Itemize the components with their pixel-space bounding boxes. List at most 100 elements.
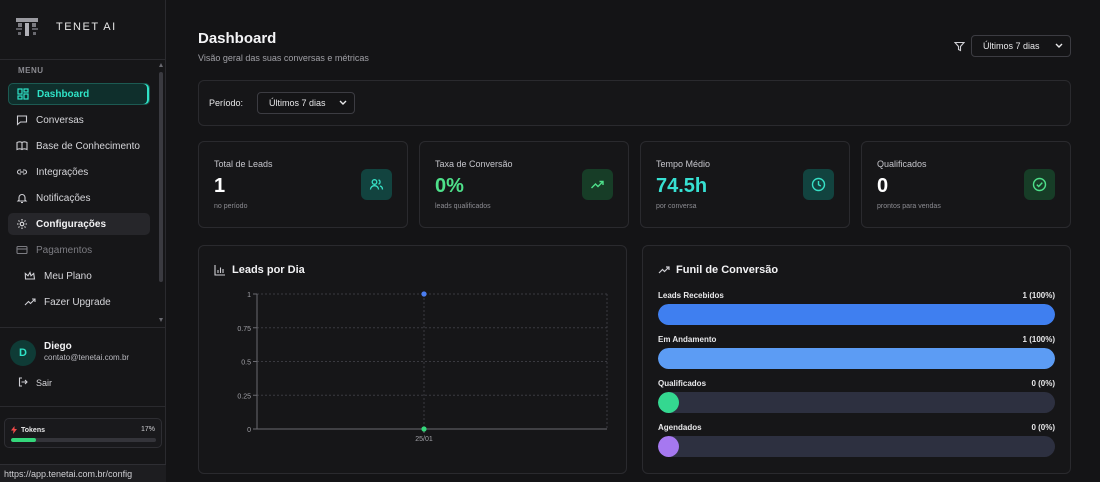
tokens-label: Tokens — [21, 426, 45, 434]
scroll-up-icon[interactable] — [159, 63, 163, 67]
menu-label: MENU — [18, 66, 44, 75]
y-tick-label: 0.5 — [241, 360, 251, 367]
stat-title: Total de Leads — [214, 159, 273, 169]
tokens-percent: 17% — [140, 426, 155, 433]
stat-badge — [1024, 169, 1055, 200]
leads-chart: 1 0.75 0.5 0.25 0 25/01 — [237, 291, 608, 443]
stat-badge — [803, 169, 834, 200]
sidebar-item-conversas[interactable]: Conversas — [8, 109, 150, 131]
stat-value: 74.5h — [656, 175, 708, 197]
brand[interactable]: TENET AI — [14, 14, 117, 40]
sidebar-item-pagamentos[interactable]: Pagamentos — [8, 239, 150, 261]
funnel-fill — [658, 392, 679, 413]
sidebar: TENET AI MENU Dashboard Conversas — [0, 0, 166, 482]
funnel-title-text: Funil de Conversão — [676, 264, 779, 276]
stat-title: Taxa de Conversão — [435, 159, 513, 169]
stat-value: 0% — [435, 175, 464, 197]
stat-value: 1 — [214, 175, 226, 197]
sidebar-item-dashboard[interactable]: Dashboard — [8, 83, 150, 105]
trend-up-icon — [658, 264, 670, 276]
x-tick-label: 25/01 — [415, 436, 433, 443]
funnel-label: Agendados — [658, 423, 702, 432]
funnel-title: Funil de Conversão — [658, 264, 778, 276]
stat-subtitle: por conversa — [656, 203, 697, 210]
funnel-value: 1 (100%) — [1022, 291, 1055, 300]
trend-up-icon — [590, 177, 605, 192]
link-icon — [16, 166, 28, 178]
logout-button[interactable]: Sair — [18, 377, 52, 389]
card-icon — [16, 244, 28, 256]
stat-title: Tempo Médio — [656, 159, 711, 169]
chart-title-text: Leads por Dia — [232, 264, 305, 276]
dashboard-icon — [17, 88, 29, 100]
book-icon — [16, 140, 28, 152]
date-range-value: Últimos 7 dias — [983, 41, 1040, 51]
stat-card-tempo-medio: Tempo Médio 74.5h por conversa — [640, 141, 850, 228]
stat-badge — [582, 169, 613, 200]
sidebar-scrollbar[interactable] — [159, 62, 164, 324]
y-tick-label: 1 — [247, 292, 251, 299]
chevron-down-icon — [339, 98, 347, 108]
sidebar-item-notificacoes[interactable]: Notificações — [8, 187, 150, 209]
tokens-label-wrap: Tokens — [11, 426, 45, 434]
stat-card-taxa-conversao: Taxa de Conversão 0% leads qualificados — [419, 141, 629, 228]
tokens-progress-fill — [11, 438, 36, 442]
date-range-select[interactable]: Últimos 7 dias — [971, 35, 1071, 57]
y-tick-label: 0.25 — [237, 393, 251, 400]
sidebar-item-fazer-upgrade[interactable]: Fazer Upgrade — [8, 291, 150, 313]
funnel-track — [658, 304, 1055, 325]
sidebar-nav: Dashboard Conversas Base de Conhecimento… — [8, 83, 150, 317]
page-subtitle: Visão geral das suas conversas e métrica… — [198, 53, 369, 63]
scroll-down-icon[interactable] — [159, 318, 163, 322]
sidebar-item-base-conhecimento[interactable]: Base de Conhecimento — [8, 135, 150, 157]
bar-chart-icon — [214, 264, 226, 276]
funnel-track — [658, 348, 1055, 369]
period-label: Período: — [209, 98, 244, 108]
funnel-label: Em Andamento — [658, 335, 717, 344]
funnel-label: Qualificados — [658, 379, 707, 388]
funnel-fill — [658, 436, 679, 457]
funnel-label: Leads Recebidos — [658, 291, 724, 300]
funnel-track — [658, 436, 1055, 457]
sidebar-item-label: Dashboard — [37, 88, 90, 100]
scrollbar-thumb[interactable] — [159, 72, 163, 282]
sidebar-item-label: Pagamentos — [36, 244, 93, 256]
trend-up-icon — [24, 296, 36, 308]
divider — [0, 406, 166, 407]
logout-label: Sair — [36, 378, 53, 388]
main-content: Dashboard Visão geral das suas conversas… — [167, 0, 1100, 482]
divider — [0, 59, 166, 60]
gear-icon — [16, 218, 28, 230]
bolt-icon — [11, 426, 17, 434]
y-tick-label: 0.75 — [237, 326, 251, 333]
avatar[interactable]: D — [10, 340, 36, 366]
user-name: Diego — [44, 341, 72, 352]
logo-icon — [14, 16, 40, 38]
period-filter-card: Período: Últimos 7 dias — [198, 80, 1071, 126]
status-url: https://app.tenetai.com.br/config — [0, 464, 166, 482]
sidebar-item-label: Meu Plano — [44, 270, 92, 282]
sidebar-item-integracoes[interactable]: Integrações — [8, 161, 150, 183]
data-point — [421, 291, 427, 297]
clock-icon — [811, 177, 826, 192]
user-email: contato@tenetai.com.br — [44, 353, 130, 362]
sidebar-item-label: Fazer Upgrade — [44, 296, 111, 308]
divider — [0, 327, 166, 328]
filter-icon — [953, 39, 966, 57]
brand-name: TENET AI — [56, 21, 117, 33]
tokens-widget: Tokens 17% — [4, 418, 162, 448]
funnel-value: 0 (0%) — [1031, 423, 1055, 432]
stat-badge — [361, 169, 392, 200]
y-tick-label: 0 — [247, 427, 251, 434]
stat-subtitle: prontos para vendas — [877, 203, 941, 210]
page-title: Dashboard — [198, 30, 277, 47]
sidebar-item-meu-plano[interactable]: Meu Plano — [8, 265, 150, 287]
stat-value: 0 — [877, 175, 889, 197]
check-circle-icon — [1032, 177, 1047, 192]
period-select[interactable]: Últimos 7 dias — [257, 92, 355, 114]
stat-subtitle: leads qualificados — [435, 203, 491, 210]
chevron-down-icon — [1055, 41, 1063, 51]
sidebar-item-label: Base de Conhecimento — [36, 140, 140, 152]
sidebar-item-configuracoes[interactable]: Configurações — [8, 213, 150, 235]
